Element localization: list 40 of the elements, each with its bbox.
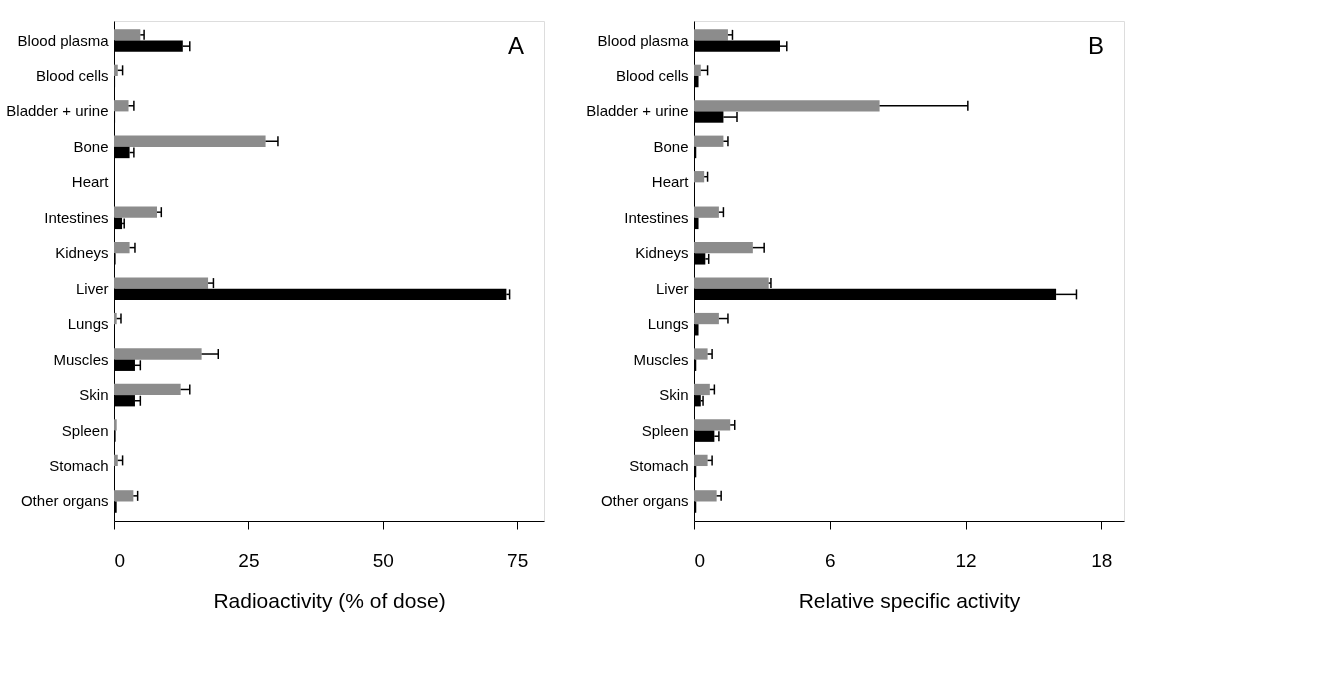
y-tick-label: Muscles xyxy=(53,350,109,368)
y-tick-label: Liver xyxy=(75,279,109,297)
y-tick-label: Muscles xyxy=(633,350,689,368)
y-tick-label: Skin xyxy=(659,386,689,404)
x-tick-label: 0 xyxy=(694,549,706,571)
y-tick-label: Kidneys xyxy=(635,244,689,262)
y-tick-label: Bone xyxy=(73,137,109,155)
y-tick-label: Heart xyxy=(71,173,110,191)
y-tick-label: Liver xyxy=(655,279,689,297)
y-tick-label: Bladder + urine xyxy=(6,102,109,120)
x-axis-title: Relative specific activity xyxy=(798,588,1021,612)
annotation: B xyxy=(1087,32,1104,59)
y-tick-label: Spleen xyxy=(61,421,109,439)
y-tick-label: Stomach xyxy=(49,457,109,475)
x-axis-title: Radioactivity (% of dose) xyxy=(213,588,446,612)
y-tick-label: Blood plasma xyxy=(597,31,690,49)
x-tick-label: 50 xyxy=(372,549,394,571)
y-tick-label: Stomach xyxy=(629,457,689,475)
y-tick-label: Blood cells xyxy=(615,66,689,84)
x-tick-label: 18 xyxy=(1091,549,1113,571)
y-tick-label: Blood plasma xyxy=(17,31,110,49)
y-tick-label: Intestines xyxy=(624,208,689,226)
x-tick-label: 0 xyxy=(114,549,126,571)
y-tick-label: Bladder + urine xyxy=(586,102,689,120)
x-tick-label: 75 xyxy=(507,549,529,571)
y-tick-label: Intestines xyxy=(44,208,109,226)
x-tick-label: 25 xyxy=(238,549,260,571)
y-tick-label: Lungs xyxy=(647,315,689,333)
x-tick-label: 6 xyxy=(825,549,836,571)
y-tick-label: Skin xyxy=(79,386,109,404)
x-tick-label: 12 xyxy=(955,549,977,571)
y-tick-label: Other organs xyxy=(600,492,689,510)
y-tick-label: Lungs xyxy=(67,315,109,333)
y-tick-label: Kidneys xyxy=(55,244,109,262)
annotation: A xyxy=(507,32,524,59)
y-tick-label: Other organs xyxy=(20,492,109,510)
y-tick-label: Blood cells xyxy=(35,66,109,84)
y-tick-label: Bone xyxy=(653,137,689,155)
y-tick-label: Spleen xyxy=(641,421,689,439)
y-tick-label: Heart xyxy=(651,173,690,191)
